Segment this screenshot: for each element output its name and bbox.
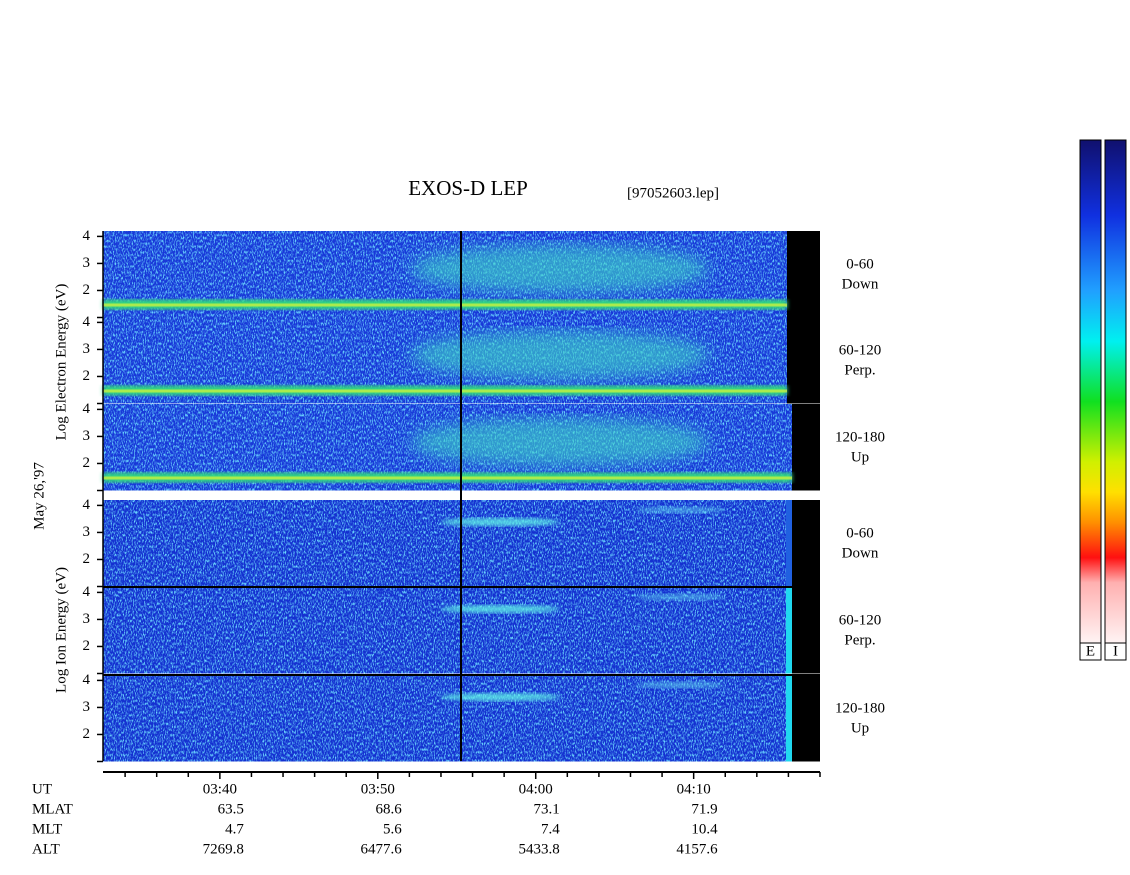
flux-streak bbox=[440, 518, 560, 526]
y-tick-label: 2 bbox=[83, 551, 91, 567]
colorbar bbox=[1079, 139, 1102, 644]
orbit-value: 7269.8 bbox=[203, 841, 244, 857]
y-tick-label: 3 bbox=[83, 524, 91, 540]
edge-column bbox=[786, 500, 792, 587]
spectrum-noise bbox=[103, 587, 792, 674]
orbit-value: 5.6 bbox=[383, 821, 402, 837]
edge-column bbox=[786, 675, 792, 762]
panel-direction-label: Perp. bbox=[844, 362, 875, 378]
flux-blob bbox=[410, 331, 710, 379]
spectrum-noise bbox=[103, 500, 792, 587]
orbit-value: 6477.6 bbox=[361, 841, 403, 857]
y-tick-label: 4 bbox=[83, 228, 91, 244]
orbit-value: 4.7 bbox=[225, 821, 244, 837]
y-tick-label: 2 bbox=[83, 282, 91, 298]
colorbar-label-box bbox=[1104, 642, 1127, 661]
colorbar-label: I bbox=[1113, 643, 1118, 659]
x-tick-label: 04:10 bbox=[677, 781, 711, 797]
x-tick-label: 04:00 bbox=[519, 781, 553, 797]
flux-band bbox=[103, 303, 787, 307]
y-tick-label: 2 bbox=[83, 638, 91, 654]
y-tick-label: 4 bbox=[83, 401, 91, 417]
panel-direction-label: Perp. bbox=[844, 632, 875, 648]
orbit-row-label: MLT bbox=[32, 821, 62, 837]
file-name: [97052603.lep] bbox=[627, 185, 719, 201]
orbit-value: 7.4 bbox=[541, 821, 560, 837]
edge-column bbox=[786, 587, 792, 674]
flux-band bbox=[103, 476, 792, 480]
spectrum-noise bbox=[103, 675, 792, 762]
flux-streak bbox=[635, 507, 725, 513]
colorbar-label: E bbox=[1086, 643, 1095, 659]
y-tick-label: 4 bbox=[83, 672, 91, 688]
orbit-row-label: ALT bbox=[32, 841, 60, 857]
panel-direction-label: Down bbox=[842, 276, 879, 292]
ion-axis-label: Log Ion Energy (eV) bbox=[53, 567, 69, 693]
flux-streak bbox=[635, 682, 725, 688]
electron-axis-label: Log Electron Energy (eV) bbox=[53, 284, 69, 441]
panel-pitch-label: 0-60 bbox=[846, 256, 874, 272]
panel-direction-label: Down bbox=[842, 545, 879, 561]
panel-direction-label: Up bbox=[851, 720, 869, 736]
orbit-row-label: MLAT bbox=[32, 801, 73, 817]
y-tick-label: 4 bbox=[83, 497, 91, 513]
y-tick-label: 3 bbox=[83, 428, 91, 444]
y-tick-label: 2 bbox=[83, 726, 91, 742]
flux-streak bbox=[635, 594, 725, 600]
orbit-value: 63.5 bbox=[218, 801, 244, 817]
orbit-value: 73.1 bbox=[533, 801, 559, 817]
orbit-value: 68.6 bbox=[376, 801, 403, 817]
flux-band bbox=[103, 389, 787, 393]
y-tick-label: 2 bbox=[83, 455, 91, 471]
orbit-value: 5433.8 bbox=[518, 841, 559, 857]
flux-blob bbox=[410, 245, 710, 293]
y-tick-label: 3 bbox=[83, 699, 91, 715]
panel-pitch-label: 0-60 bbox=[846, 525, 874, 541]
colorbar-label-box bbox=[1079, 642, 1102, 661]
y-tick-label: 4 bbox=[83, 584, 91, 600]
flux-blob bbox=[410, 418, 710, 466]
orbit-value: 4157.6 bbox=[676, 841, 718, 857]
panel-direction-label: Up bbox=[851, 449, 869, 465]
chart-title: EXOS-D LEP bbox=[408, 176, 528, 200]
x-tick-label: 03:40 bbox=[203, 781, 237, 797]
y-tick-label: 2 bbox=[83, 368, 91, 384]
panel-pitch-label: 60-120 bbox=[839, 612, 882, 628]
panel-pitch-label: 60-120 bbox=[839, 342, 882, 358]
y-tick-label: 3 bbox=[83, 341, 91, 357]
panel-pitch-label: 120-180 bbox=[835, 429, 885, 445]
y-tick-label: 3 bbox=[83, 611, 91, 627]
y-tick-label: 3 bbox=[83, 255, 91, 271]
flux-streak bbox=[440, 605, 560, 613]
colorbar bbox=[1104, 139, 1127, 644]
panel-pitch-label: 120-180 bbox=[835, 700, 885, 716]
flux-streak bbox=[440, 693, 560, 701]
time-label: UT bbox=[32, 781, 52, 797]
x-tick-label: 03:50 bbox=[361, 781, 395, 797]
y-tick-label: 4 bbox=[83, 314, 91, 330]
date-label: May 26,'97 bbox=[31, 462, 47, 530]
orbit-value: 10.4 bbox=[691, 821, 718, 837]
orbit-value: 71.9 bbox=[691, 801, 717, 817]
